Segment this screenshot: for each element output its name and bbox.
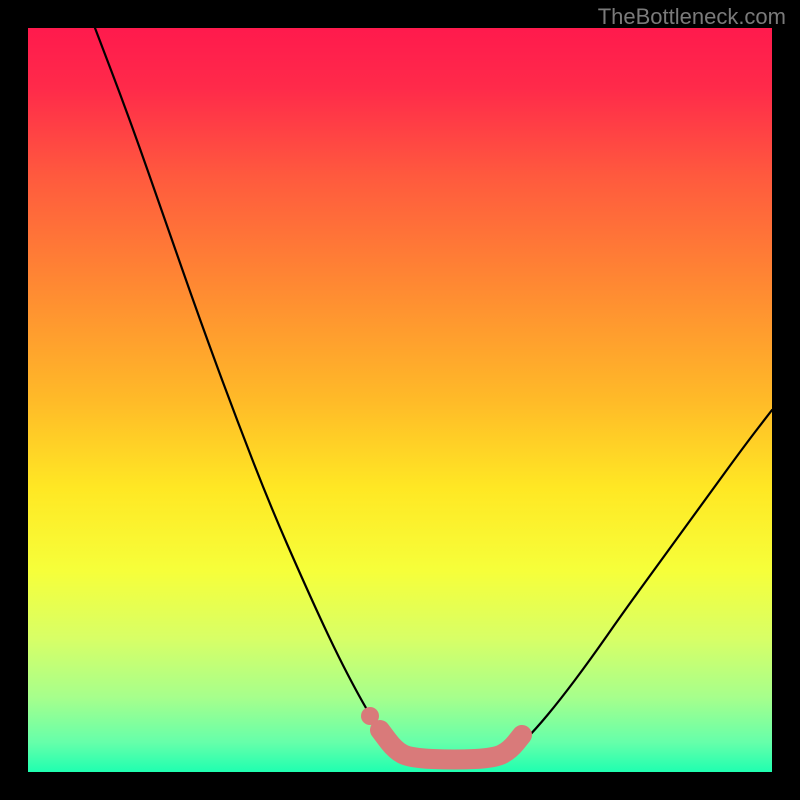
gradient-background	[28, 28, 772, 772]
watermark-text: TheBottleneck.com	[598, 4, 786, 30]
chart-frame: TheBottleneck.com	[0, 0, 800, 800]
bottleneck-curve-chart	[0, 0, 800, 800]
